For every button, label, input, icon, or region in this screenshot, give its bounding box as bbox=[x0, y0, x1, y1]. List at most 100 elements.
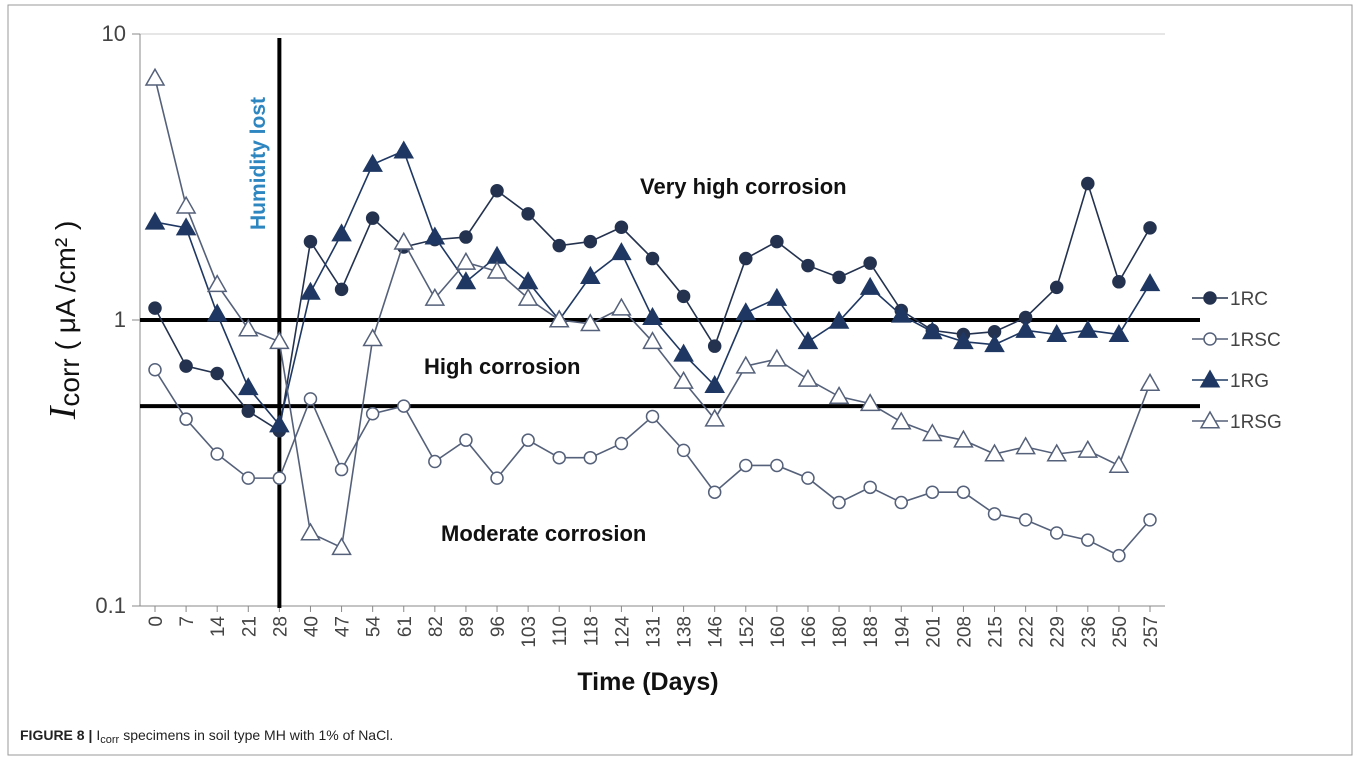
point bbox=[210, 366, 224, 381]
point bbox=[863, 480, 877, 495]
legend-marker bbox=[1203, 332, 1217, 346]
x-tick-label: 236 bbox=[1079, 616, 1100, 648]
point bbox=[894, 495, 908, 510]
point bbox=[583, 234, 598, 249]
point bbox=[365, 211, 380, 225]
x-tick-label: 96 bbox=[488, 616, 509, 637]
annotation: Moderate corrosion bbox=[441, 521, 646, 546]
caption-sub: corr bbox=[100, 734, 119, 746]
point bbox=[890, 304, 912, 323]
y-axis-title: Icorr ( μA /cm² ) bbox=[42, 221, 85, 421]
point bbox=[393, 231, 415, 250]
y-axis-unit: ( μA /cm² ) bbox=[50, 221, 81, 351]
point bbox=[611, 297, 632, 316]
point bbox=[303, 392, 318, 406]
point bbox=[1081, 533, 1095, 547]
point bbox=[1049, 526, 1064, 540]
point bbox=[269, 331, 290, 350]
point bbox=[922, 423, 943, 442]
point bbox=[984, 334, 1005, 353]
caption-text: specimens in soil type MH with 1% of NaC… bbox=[123, 727, 393, 743]
legend-label: 1RSC bbox=[1230, 330, 1281, 351]
point bbox=[676, 289, 691, 304]
point bbox=[859, 276, 881, 295]
point bbox=[428, 454, 442, 469]
point bbox=[179, 412, 193, 426]
x-tick-label: 118 bbox=[581, 616, 602, 646]
point bbox=[984, 443, 1005, 462]
point bbox=[770, 458, 784, 473]
point bbox=[1112, 275, 1126, 289]
point bbox=[362, 328, 383, 347]
point bbox=[206, 274, 228, 293]
point bbox=[739, 251, 753, 266]
point bbox=[801, 471, 815, 485]
point bbox=[580, 313, 601, 332]
x-tick-label: 201 bbox=[923, 616, 944, 648]
point bbox=[987, 507, 1002, 521]
point bbox=[490, 471, 504, 485]
annotation: Very high corrosion bbox=[640, 174, 847, 199]
point bbox=[859, 393, 881, 412]
x-tick-label: 124 bbox=[612, 616, 633, 648]
point bbox=[583, 450, 598, 465]
point bbox=[1143, 513, 1157, 527]
point bbox=[521, 433, 535, 447]
x-tick-label: 257 bbox=[1141, 616, 1162, 648]
point bbox=[1049, 280, 1064, 295]
x-tick-label: 152 bbox=[737, 616, 758, 648]
point bbox=[611, 242, 632, 261]
x-tick-label: 40 bbox=[301, 616, 322, 637]
x-tick-label: 0 bbox=[146, 616, 167, 627]
x-tick-label: 146 bbox=[706, 616, 727, 648]
point bbox=[459, 230, 473, 244]
point bbox=[331, 537, 352, 556]
x-tick-label: 14 bbox=[208, 616, 229, 638]
point bbox=[393, 140, 415, 159]
point bbox=[801, 258, 815, 273]
point bbox=[148, 362, 162, 377]
point bbox=[642, 331, 663, 350]
point bbox=[580, 265, 601, 284]
point bbox=[1112, 548, 1126, 563]
point bbox=[832, 270, 846, 285]
point bbox=[828, 386, 850, 405]
point bbox=[237, 318, 259, 337]
point bbox=[362, 153, 383, 172]
point bbox=[148, 301, 162, 315]
point bbox=[704, 375, 725, 394]
point bbox=[676, 443, 691, 458]
point bbox=[707, 339, 722, 353]
point bbox=[241, 471, 256, 485]
point bbox=[673, 343, 694, 362]
point bbox=[1108, 454, 1130, 473]
point bbox=[735, 302, 757, 321]
point bbox=[953, 331, 974, 350]
point bbox=[269, 414, 290, 433]
point bbox=[237, 377, 259, 396]
point bbox=[424, 287, 446, 306]
point bbox=[175, 195, 197, 214]
point bbox=[890, 411, 912, 430]
legend-marker bbox=[1203, 291, 1217, 305]
x-tick-label: 54 bbox=[364, 616, 385, 638]
x-tick-label: 110 bbox=[550, 616, 571, 646]
point bbox=[925, 485, 940, 499]
point bbox=[863, 256, 877, 270]
point bbox=[144, 67, 166, 86]
x-axis-title: Time (Days) bbox=[577, 668, 718, 696]
x-tick-label: 103 bbox=[519, 616, 540, 648]
point bbox=[704, 408, 725, 427]
point bbox=[1081, 176, 1095, 191]
point bbox=[548, 309, 570, 328]
point bbox=[459, 433, 473, 447]
point bbox=[179, 359, 193, 373]
point bbox=[300, 522, 321, 541]
point bbox=[953, 429, 974, 448]
point bbox=[642, 307, 663, 326]
point bbox=[1108, 323, 1130, 342]
point bbox=[797, 368, 819, 387]
point bbox=[1139, 273, 1161, 292]
x-tick-label: 194 bbox=[892, 616, 913, 648]
point bbox=[175, 217, 197, 236]
